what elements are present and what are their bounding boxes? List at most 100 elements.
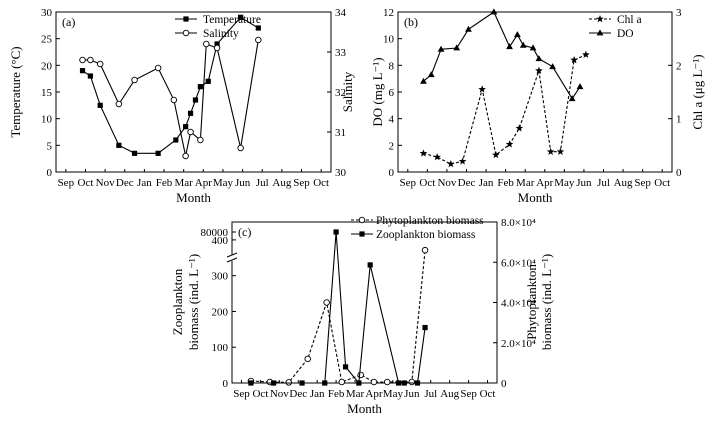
x-tick-label: May xyxy=(383,388,404,400)
panel-label: (a) xyxy=(62,15,75,29)
y2-tick-label: 4.0×10⁴ xyxy=(501,298,536,310)
y-tick-label: 10 xyxy=(41,114,53,126)
data-point-1-6 xyxy=(170,96,178,104)
data-point-0-0 xyxy=(79,68,86,74)
x-tick-label: Aug xyxy=(440,388,459,400)
data-point-1-7 xyxy=(513,31,521,38)
x-tick-label: Jul xyxy=(256,177,269,189)
y-tick-label: 5 xyxy=(47,140,53,152)
data-point-0-5 xyxy=(155,150,161,156)
legend-marker-0 xyxy=(183,16,189,22)
y-tick-label: 10 xyxy=(383,34,395,46)
y-tick-label: 200 xyxy=(212,306,229,318)
y2-axis-title-line1: Phytoplankton xyxy=(524,264,539,340)
y-tick-label: 15 xyxy=(41,87,53,99)
x-tick-label: Jun xyxy=(235,177,251,189)
legend-label-0: Phytoplankton biomass xyxy=(376,215,484,227)
data-point-1-11 xyxy=(422,324,428,331)
x-tick-label: Feb xyxy=(497,177,514,189)
legend-marker-1 xyxy=(359,231,365,237)
data-point-1-4 xyxy=(333,229,339,235)
data-point-0-7 xyxy=(183,124,189,130)
data-point-1-1 xyxy=(427,71,435,78)
y2-axis-title: Salinity xyxy=(340,71,355,112)
y2-tick-label: 0 xyxy=(676,167,682,179)
data-point-1-10 xyxy=(414,380,421,386)
data-point-1-0 xyxy=(248,380,254,386)
x-tick-label: Nov xyxy=(270,388,289,400)
data-point-0-4 xyxy=(323,299,330,306)
data-point-0-8 xyxy=(187,110,194,116)
data-point-1-6 xyxy=(356,380,362,386)
x-tick-label: Oct xyxy=(313,177,329,189)
x-tick-label: Oct xyxy=(480,388,496,400)
x-tick-label: Sep xyxy=(400,177,417,189)
y-tick-label: 8 xyxy=(389,60,395,72)
x-tick-label: Aug xyxy=(614,177,633,189)
y2-tick-label: 0 xyxy=(501,378,507,390)
y-tick-label: 80000 xyxy=(201,227,229,239)
data-point-1-5 xyxy=(342,364,349,370)
y2-axis-title-line2: biomass (ind. L⁻¹) xyxy=(539,254,554,350)
y2-tick-label: 2.0×10⁴ xyxy=(501,338,536,350)
x-tick-label: Oct xyxy=(654,177,670,189)
data-point-1-9 xyxy=(401,380,407,386)
data-point-0-6 xyxy=(173,137,179,143)
data-point-1-4 xyxy=(465,25,472,32)
data-point-0-8 xyxy=(535,66,543,74)
x-tick-label: Jul xyxy=(424,388,437,400)
data-point-0-4 xyxy=(131,150,138,156)
data-point-0-12 xyxy=(214,41,220,47)
x-tick-label: Oct xyxy=(419,177,435,189)
y-tick-label: 0 xyxy=(223,378,229,390)
y2-tick-label: 1 xyxy=(676,114,682,126)
data-point-0-4 xyxy=(478,85,486,93)
x-tick-label: Apr xyxy=(365,388,382,400)
data-point-0-3 xyxy=(116,142,122,148)
y-tick-label: 0 xyxy=(47,167,53,179)
data-point-1-7 xyxy=(182,152,189,160)
data-point-1-3 xyxy=(115,100,123,108)
panel-label: (b) xyxy=(404,15,418,29)
legend-marker-0 xyxy=(358,216,366,224)
axis-break-mark xyxy=(226,252,238,258)
data-point-0-11 xyxy=(205,78,211,84)
data-point-0-9 xyxy=(546,147,555,155)
panel-label: (c) xyxy=(238,225,251,239)
data-point-1-2 xyxy=(437,45,445,52)
y2-axis-title: Chl a (μg L⁻¹) xyxy=(690,54,705,129)
data-point-1-0 xyxy=(420,77,427,84)
data-point-1-9 xyxy=(529,44,537,51)
x-tick-label: Dec xyxy=(289,388,307,400)
x-tick-label: Nov xyxy=(437,177,456,189)
data-point-0-5 xyxy=(338,378,346,386)
data-point-1-2 xyxy=(96,60,104,68)
x-tick-label: Jan xyxy=(137,177,152,189)
y-tick-label: 30 xyxy=(41,7,53,19)
data-point-0-3 xyxy=(304,355,311,363)
data-point-0-6 xyxy=(357,371,364,379)
x-axis-title: Month xyxy=(176,190,211,205)
data-point-1-4 xyxy=(131,76,138,84)
data-point-0-14 xyxy=(255,25,261,31)
data-point-0-11 xyxy=(570,56,578,64)
y2-tick-label: 3 xyxy=(676,7,682,19)
x-tick-label: Sep xyxy=(58,177,75,189)
data-point-0-7 xyxy=(370,378,378,386)
y-tick-label: 2 xyxy=(389,140,395,152)
x-tick-label: Feb xyxy=(156,177,173,189)
data-point-0-6 xyxy=(505,140,514,148)
y-tick-label: 400 xyxy=(212,235,229,247)
data-point-1-1 xyxy=(87,56,94,64)
y-tick-label: 100 xyxy=(212,342,229,354)
series-line-0 xyxy=(423,54,587,165)
data-point-1-1 xyxy=(271,380,277,386)
y-tick-label: 25 xyxy=(41,34,53,46)
y2-tick-label: 31 xyxy=(335,127,346,139)
x-tick-label: Jan xyxy=(310,388,325,400)
plot-frame xyxy=(55,11,332,173)
y-axis-title-line1: Zooplankton xyxy=(170,268,185,335)
data-point-0-3 xyxy=(458,157,467,165)
data-point-1-8 xyxy=(187,128,194,136)
